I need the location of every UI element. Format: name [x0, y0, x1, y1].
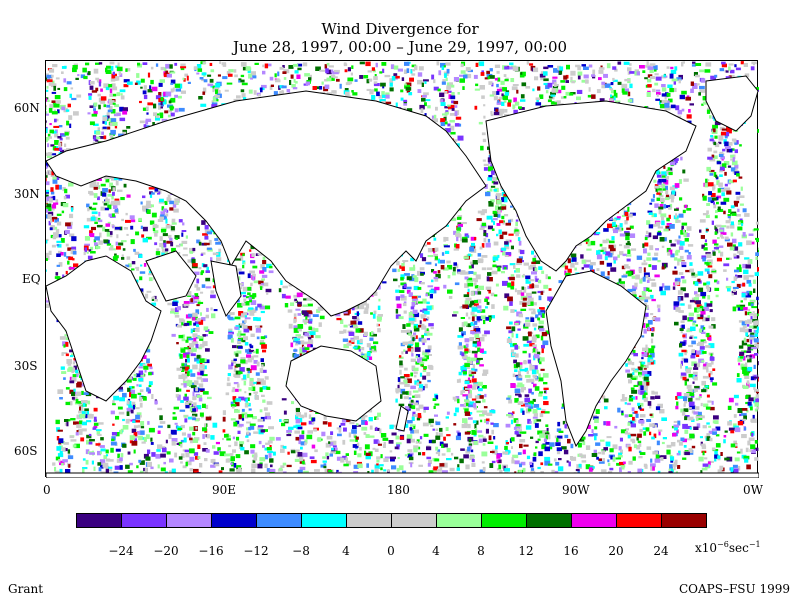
- legend-tick-label-7: 4: [432, 544, 440, 558]
- wind-divergence-map: [45, 60, 759, 478]
- legend-tick-label-2: −16: [198, 544, 224, 558]
- legend-swatch-6: [346, 513, 392, 528]
- legend-tick-label-8: 8: [477, 544, 485, 558]
- legend-swatch-12: [616, 513, 662, 528]
- lat-label-60n: 60N: [14, 101, 40, 115]
- legend-swatch-10: [526, 513, 572, 528]
- continent-outlines: [46, 75, 759, 478]
- legend-tick-label-4: −8: [292, 544, 310, 558]
- legend-swatch-13: [661, 513, 707, 528]
- lat-label-60s: 60S: [14, 444, 38, 458]
- legend-tick-label-1: −20: [153, 544, 179, 558]
- legend-tick-label-0: −24: [108, 544, 134, 558]
- legend-swatch-4: [256, 513, 302, 528]
- units-label: x10−6sec−1: [695, 540, 761, 555]
- color-legend-bar: [76, 513, 707, 528]
- legend-swatch-8: [436, 513, 482, 528]
- legend-tick-label-6: 0: [387, 544, 395, 558]
- legend-swatch-11: [571, 513, 617, 528]
- legend-tick-label-9: 12: [518, 544, 534, 558]
- legend-swatch-2: [166, 513, 212, 528]
- lon-label-90w: 90W: [562, 483, 590, 497]
- legend-tick-label-11: 20: [608, 544, 624, 558]
- lat-label-eq: EQ: [22, 272, 41, 286]
- map-subtitle-date-range: June 28, 1997, 00:00 – June 29, 1997, 00…: [232, 38, 568, 56]
- legend-tick-label-10: 16: [563, 544, 579, 558]
- legend-tick-label-5: 4: [342, 544, 350, 558]
- author-credit: Grant: [8, 582, 44, 596]
- lon-label-90e: 90E: [212, 483, 237, 497]
- lat-label-30n: 30N: [14, 187, 40, 201]
- legend-swatch-5: [301, 513, 347, 528]
- legend-tick-label-12: 24: [653, 544, 669, 558]
- lat-label-30s: 30S: [14, 359, 38, 373]
- organization-credit: COAPS–FSU 1999: [679, 582, 790, 596]
- legend-swatch-9: [481, 513, 527, 528]
- legend-tick-label-3: −12: [243, 544, 269, 558]
- map-title: Wind Divergence for: [321, 20, 479, 38]
- legend-swatch-7: [391, 513, 437, 528]
- legend-swatch-3: [211, 513, 257, 528]
- lon-label-0: 0: [43, 483, 51, 497]
- legend-swatch-0: [76, 513, 122, 528]
- lon-label-180: 180: [387, 483, 410, 497]
- lon-label-0w: 0W: [743, 483, 763, 497]
- map-canvas: [46, 61, 759, 478]
- legend-swatch-1: [121, 513, 167, 528]
